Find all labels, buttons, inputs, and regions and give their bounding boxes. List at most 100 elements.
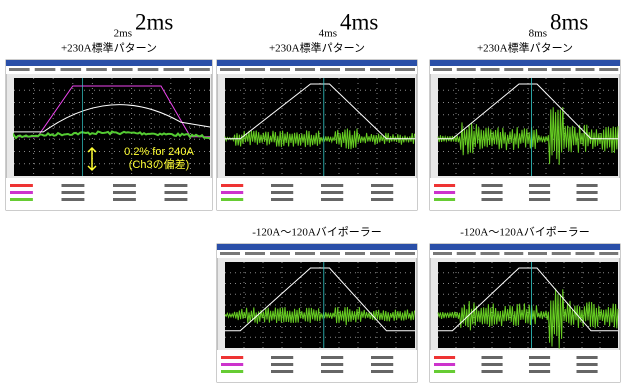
info-text (113, 198, 136, 201)
info-text (221, 191, 243, 194)
info-text (371, 184, 393, 187)
menu-text (370, 252, 390, 255)
menu-text (504, 252, 523, 255)
info-text (271, 370, 293, 373)
info-text (529, 370, 550, 373)
menu-text (481, 252, 500, 255)
info-text (10, 191, 33, 194)
info-text (221, 184, 243, 187)
info-text (577, 363, 598, 366)
menu-text (9, 68, 30, 71)
panel-subtitle: +230A標準パターン (61, 41, 157, 55)
menu-text (220, 68, 240, 71)
menu-text (395, 252, 415, 255)
header-large: 2ms (135, 9, 173, 34)
title-bar (217, 244, 417, 250)
info-text (529, 198, 550, 201)
info-text (434, 356, 455, 359)
scope-screenshot (430, 244, 620, 382)
info-text (10, 184, 33, 187)
title-bar (217, 60, 417, 66)
info-text (482, 191, 503, 194)
menu-text (552, 252, 571, 255)
info-text (221, 370, 243, 373)
menu-text (164, 68, 185, 71)
info-text (434, 191, 455, 194)
info-text (529, 356, 550, 359)
menu-text (112, 68, 133, 71)
menu-text (528, 252, 547, 255)
info-text (321, 198, 343, 201)
title-bar (6, 60, 212, 66)
info-text (62, 184, 85, 187)
annotation: (Ch3の偏差) (129, 157, 190, 171)
title-bar (430, 60, 620, 66)
info-text (371, 191, 393, 194)
info-text (62, 191, 85, 194)
info-text (482, 363, 503, 366)
panel-subtitle: -120A～120Aバイポーラー (460, 226, 590, 239)
menu-text (345, 252, 365, 255)
menu-text (599, 68, 618, 71)
menu-text (433, 252, 452, 255)
menu-text (370, 68, 390, 71)
info-text (271, 363, 293, 366)
menu-text (576, 68, 595, 71)
menu-text (245, 252, 265, 255)
menu-text (189, 68, 210, 71)
scope-screenshot: 0.2% for 240A(Ch3の偏差) (6, 60, 212, 210)
info-text (371, 198, 393, 201)
panel-subtitle: +230A標準パターン (477, 41, 573, 55)
info-text (10, 198, 33, 201)
menu-text (295, 252, 315, 255)
figure: 2ms2ms4ms4ms8ms8ms+230A標準パターン0.2% for 24… (0, 0, 622, 385)
header-small: 2ms (114, 28, 132, 40)
info-text (321, 363, 343, 366)
menu-text (270, 252, 290, 255)
info-text (577, 370, 598, 373)
info-text (221, 363, 243, 366)
menu-text (220, 252, 240, 255)
panel-subtitle: -120A～120Aバイポーラー (252, 226, 382, 239)
info-text (321, 356, 343, 359)
menu-text (504, 68, 523, 71)
menu-text (552, 68, 571, 71)
info-text (434, 184, 455, 187)
info-text (221, 198, 243, 201)
info-text (482, 184, 503, 187)
info-text (271, 191, 293, 194)
annotation: 0.2% for 240A (124, 146, 194, 158)
info-text (434, 370, 455, 373)
info-text (271, 184, 293, 187)
info-text (482, 370, 503, 373)
menu-text (528, 68, 547, 71)
info-text (577, 184, 598, 187)
menu-text (576, 252, 595, 255)
info-text (165, 191, 188, 194)
menu-text (320, 68, 340, 71)
menu-text (345, 68, 365, 71)
info-text (434, 198, 455, 201)
info-text (321, 191, 343, 194)
menu-text (320, 252, 340, 255)
info-text (321, 184, 343, 187)
info-text (371, 356, 393, 359)
header-large: 4ms (340, 9, 378, 34)
info-text (165, 198, 188, 201)
panel-subtitle: +230A標準パターン (269, 41, 365, 55)
title-bar (430, 244, 620, 250)
info-text (371, 370, 393, 373)
menu-text (599, 252, 618, 255)
menu-text (35, 68, 56, 71)
info-text (62, 198, 85, 201)
info-text (529, 184, 550, 187)
info-text (165, 184, 188, 187)
menu-text (457, 252, 476, 255)
info-text (577, 356, 598, 359)
info-text (271, 356, 293, 359)
info-text (221, 356, 243, 359)
menu-text (86, 68, 107, 71)
figure-canvas: 2ms2ms4ms4ms8ms8ms+230A標準パターン0.2% for 24… (0, 0, 622, 385)
menu-text (457, 68, 476, 71)
menu-text (295, 68, 315, 71)
